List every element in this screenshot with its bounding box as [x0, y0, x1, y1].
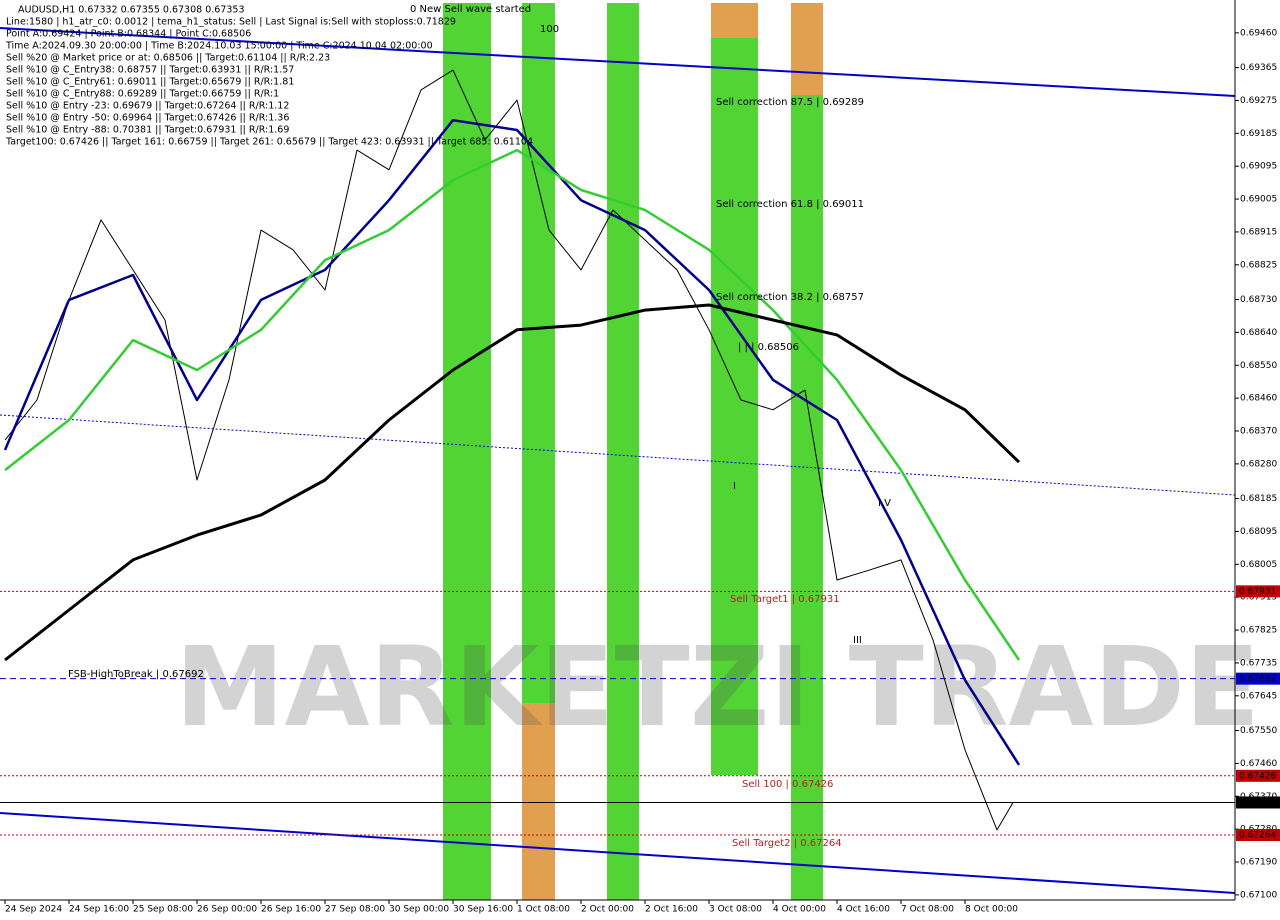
y-tick-label: 0.67100 — [1240, 890, 1277, 900]
y-tick-label: 0.67825 — [1240, 626, 1277, 636]
x-tick-label: 1 Oct 08:00 — [517, 905, 570, 915]
x-tick-label: 4 Oct 16:00 — [837, 905, 890, 915]
annotation: III — [853, 635, 862, 646]
level-tag — [1236, 672, 1280, 685]
orange-band — [791, 3, 823, 95]
y-tick-label: 0.69275 — [1240, 96, 1277, 106]
info-line: Sell %10 @ C_Entry38: 0.68757 || Target:… — [6, 65, 294, 76]
level-tag — [1236, 828, 1280, 841]
x-tick-label: 8 Oct 00:00 — [965, 905, 1018, 915]
y-tick-label: 0.68550 — [1240, 361, 1277, 371]
annotation: I V — [878, 498, 891, 509]
x-tick-label: 2 Oct 00:00 — [581, 905, 634, 915]
title: AUDUSD,H1 0.67332 0.67355 0.67308 0.6735… — [18, 5, 245, 16]
annotation: I — [733, 481, 736, 492]
series-line — [4, 148, 1021, 661]
x-tick-label: 30 Sep 16:00 — [453, 905, 513, 915]
annotation: Sell Target2 | 0.67264 — [732, 838, 842, 849]
annotation: 100 — [540, 24, 559, 35]
annotation: Sell correction 87.5 | 0.69289 — [716, 97, 864, 108]
y-tick-label: 0.67550 — [1240, 726, 1277, 736]
x-tick-label: 4 Oct 00:00 — [773, 905, 826, 915]
green-band — [443, 3, 491, 900]
info-line: Sell %10 @ C_Entry61: 0.69011 || Target:… — [6, 77, 294, 88]
y-tick-label: 0.69005 — [1240, 195, 1277, 205]
orange-band — [522, 703, 555, 900]
level-tag — [1236, 769, 1280, 782]
y-tick-label: 0.68915 — [1240, 227, 1277, 237]
level-tag — [1236, 585, 1280, 598]
y-tick-label: 0.69365 — [1240, 63, 1277, 73]
x-tick-label: 26 Sep 16:00 — [261, 905, 321, 915]
info-line: Line:1580 | h1_atr_c0: 0.0012 | tema_h1_… — [6, 17, 456, 28]
channel-top — [0, 27, 1236, 97]
annotation: Sell 100 | 0.67426 — [742, 779, 833, 790]
x-tick-label: 24 Sep 16:00 — [69, 905, 129, 915]
info-line: Time A:2024.09.30 20:00:00 | Time B:2024… — [5, 41, 433, 52]
y-tick-label: 0.68185 — [1240, 494, 1277, 504]
x-tick-label: 24 Sep 2024 — [5, 905, 62, 915]
level-label: 0.67426 — [1239, 771, 1276, 781]
x-tick-label: 26 Sep 00:00 — [197, 905, 257, 915]
level-tag — [1236, 796, 1280, 809]
annotation: | | | 0.68506 — [738, 342, 799, 353]
info-line: Sell %10 @ Entry -50: 0.69964 || Target:… — [6, 113, 289, 124]
annotation: 0 New Sell wave started — [410, 4, 531, 15]
annotation: Sell Target1 | 0.67931 — [730, 594, 840, 605]
level-label: 0.67264 — [1239, 830, 1276, 840]
y-tick-label: 0.68005 — [1240, 560, 1277, 570]
info-line: Sell %10 @ Entry -23: 0.69679 || Target:… — [6, 101, 289, 112]
watermark: MARKETZI TRADE — [175, 623, 1260, 751]
y-tick-label: 0.67460 — [1240, 759, 1277, 769]
y-tick-label: 0.68370 — [1240, 427, 1277, 437]
bands — [443, 3, 823, 900]
level-label: 0.67353 — [1239, 798, 1276, 808]
green-band — [791, 95, 823, 900]
level-label: 0.67931 — [1239, 587, 1276, 597]
y-tick-label: 0.69095 — [1240, 162, 1277, 172]
y-tick-label: 0.68280 — [1240, 459, 1277, 469]
annotation: Sell correction 61.8 | 0.69011 — [716, 199, 864, 210]
info-line: Sell %10 @ C_Entry88: 0.69289 || Target:… — [6, 89, 279, 100]
info-line: Sell %20 @ Market price or at: 0.68506 |… — [6, 53, 330, 64]
y-tick-label: 0.67190 — [1240, 858, 1277, 868]
annotation: Sell correction 38.2 | 0.68757 — [716, 292, 864, 303]
y-tick-label: 0.69460 — [1240, 28, 1277, 38]
y-tick-label: 0.67735 — [1240, 658, 1277, 668]
series-line — [3, 118, 1021, 766]
x-tick-label: 25 Sep 08:00 — [133, 905, 193, 915]
level-label: 0.67692 — [1239, 674, 1276, 684]
y-tick-label: 0.67645 — [1240, 691, 1277, 701]
series-line — [4, 69, 1014, 831]
x-tick-label: 3 Oct 08:00 — [709, 905, 762, 915]
channel-bottom — [0, 812, 1236, 894]
series-line — [4, 303, 1021, 662]
annotation: FSB-HighToBreak | 0.67692 — [68, 669, 204, 680]
y-tick-label: 0.68460 — [1240, 394, 1277, 404]
x-tick-label: 30 Sep 00:00 — [389, 905, 449, 915]
info-line: Target100: 0.67426 || Target 161: 0.6675… — [5, 137, 533, 148]
green-band — [711, 38, 758, 775]
info-line: Point A:0.69424 | Point B:0.68344 | Poin… — [6, 29, 251, 40]
x-tick-label: 7 Oct 08:00 — [901, 905, 954, 915]
y-tick-label: 0.68640 — [1240, 328, 1277, 338]
info-line: Sell %10 @ Entry -88: 0.70381 || Target:… — [6, 125, 289, 136]
x-tick-label: 2 Oct 16:00 — [645, 905, 698, 915]
y-tick-label: 0.67915 — [1240, 593, 1277, 603]
green-band — [522, 3, 555, 703]
y-tick-label: 0.68095 — [1240, 527, 1277, 537]
y-tick-label: 0.68730 — [1240, 295, 1277, 305]
y-tick-label: 0.69185 — [1240, 129, 1277, 139]
y-tick-label: 0.68825 — [1240, 260, 1277, 270]
orange-band — [711, 3, 758, 38]
x-tick-label: 27 Sep 08:00 — [325, 905, 385, 915]
green-band — [607, 3, 639, 900]
